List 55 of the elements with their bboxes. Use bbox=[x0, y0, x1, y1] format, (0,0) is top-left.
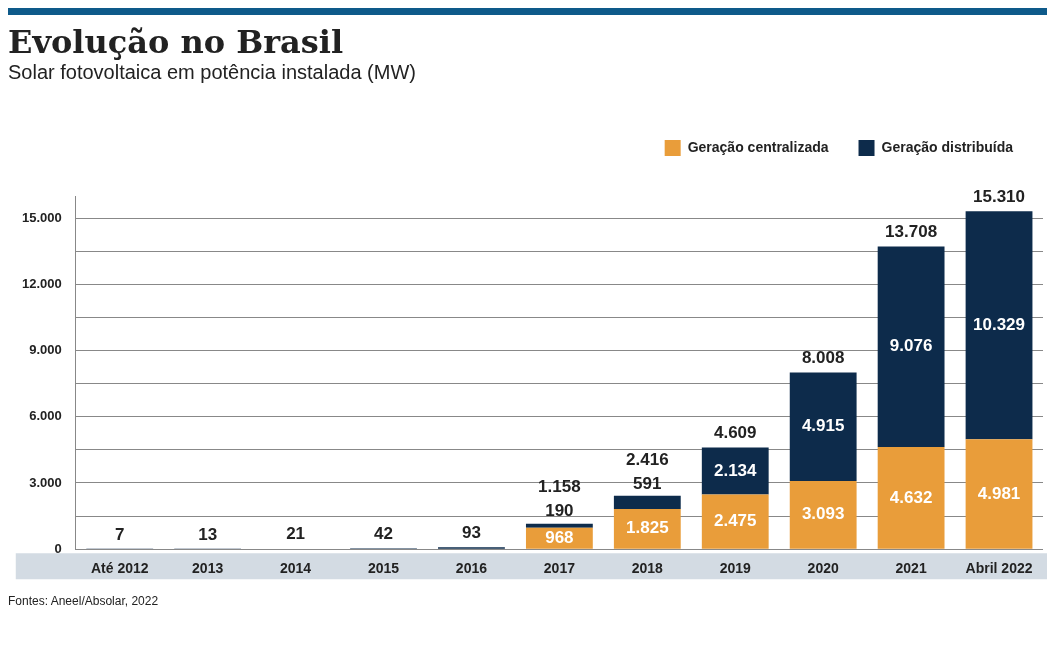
y-tick-label: 9.000 bbox=[29, 342, 62, 358]
bar bbox=[701, 494, 769, 549]
data-label: 3.093 bbox=[801, 504, 845, 524]
y-tick-label: 12.000 bbox=[22, 275, 62, 291]
data-label: 9.076 bbox=[889, 336, 933, 356]
bar bbox=[701, 447, 769, 495]
data-label: 4.632 bbox=[889, 487, 933, 507]
total-label: 13.708 bbox=[885, 222, 938, 242]
total-label: 13 bbox=[198, 524, 218, 544]
total-label: 2.416 bbox=[626, 449, 669, 469]
bar bbox=[525, 523, 593, 528]
bar bbox=[965, 211, 1033, 440]
data-label: 4.915 bbox=[801, 416, 845, 436]
x-tick-label: 2018 bbox=[631, 560, 664, 577]
y-tick-label: 3.000 bbox=[29, 474, 62, 490]
x-tick-label: 2019 bbox=[719, 560, 752, 577]
bar bbox=[965, 439, 1033, 549]
y-tick-label: 0 bbox=[54, 540, 62, 556]
total-label: 15.310 bbox=[973, 186, 1026, 206]
legend-label: Geração distribuída bbox=[881, 138, 1014, 155]
data-label: 4.981 bbox=[977, 483, 1021, 503]
x-tick-label: 2017 bbox=[543, 560, 576, 577]
bar bbox=[877, 246, 945, 447]
bar bbox=[789, 480, 857, 549]
data-label: 1.825 bbox=[626, 518, 669, 538]
bar bbox=[789, 372, 857, 481]
data-label: 968 bbox=[545, 527, 574, 547]
data-label: 591 bbox=[633, 473, 662, 493]
total-label: 7 bbox=[114, 524, 125, 544]
data-label: 2.134 bbox=[713, 460, 758, 480]
x-tick-label: Até 2012 bbox=[90, 560, 149, 577]
total-label: 4.609 bbox=[713, 423, 757, 443]
data-label: 2.475 bbox=[713, 511, 757, 531]
data-label: 10.329 bbox=[973, 314, 1026, 334]
total-label: 21 bbox=[286, 524, 306, 544]
total-label: 8.008 bbox=[801, 348, 845, 368]
total-label: 1.158 bbox=[538, 477, 581, 497]
total-label: 42 bbox=[374, 523, 393, 543]
x-tick-label: 2013 bbox=[192, 560, 224, 577]
x-tick-label: 2016 bbox=[455, 560, 488, 577]
y-tick-label: 6.000 bbox=[29, 408, 62, 424]
y-tick-label: 15.000 bbox=[22, 209, 62, 225]
text: Fontes: Aneel/Absolar, 2022 bbox=[8, 594, 160, 608]
chart-title: Evolução no Brasil bbox=[8, 23, 345, 61]
x-tick-label: 2014 bbox=[280, 560, 312, 577]
bar bbox=[877, 446, 945, 549]
x-tick-label: 2020 bbox=[807, 560, 839, 577]
chart-subtitle: Solar fotovoltaica em potência instalada (MW) bbox=[8, 61, 417, 84]
x-tick-label: Abril 2022 bbox=[965, 560, 1033, 577]
x-tick-label: 2015 bbox=[367, 560, 400, 577]
bar bbox=[613, 495, 681, 509]
x-tick-label: 2021 bbox=[895, 560, 927, 577]
data-label: 190 bbox=[545, 501, 574, 521]
total-label: 93 bbox=[461, 522, 481, 542]
legend-label: Geração centralizada bbox=[687, 138, 829, 155]
